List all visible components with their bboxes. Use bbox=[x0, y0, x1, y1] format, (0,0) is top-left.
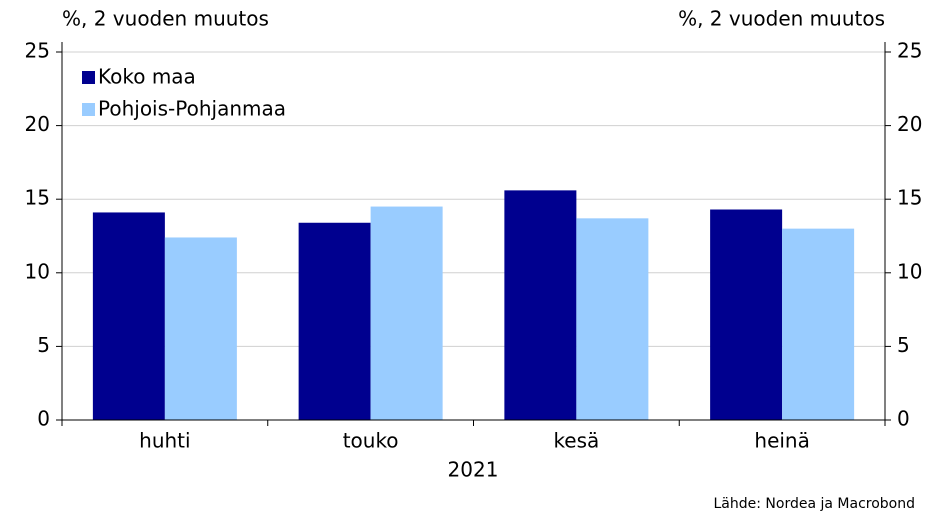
source: Lähde: Nordea ja Macrobond bbox=[714, 496, 916, 512]
x-tick-label: heinä bbox=[754, 429, 809, 453]
x-tick-label: kesä bbox=[553, 429, 599, 453]
bar bbox=[504, 190, 577, 420]
legend-label: Pohjois-Pohjanmaa bbox=[98, 97, 286, 121]
bar bbox=[298, 222, 371, 420]
bar bbox=[576, 218, 649, 420]
y-axis-label: %, 2 vuoden muutos bbox=[62, 7, 269, 31]
y-tick-label: 20 bbox=[25, 112, 50, 136]
legend-swatch bbox=[82, 71, 95, 84]
bar bbox=[164, 237, 237, 420]
legend-swatch bbox=[82, 103, 95, 116]
bar bbox=[782, 228, 855, 420]
y-tick-label: 5 bbox=[37, 333, 50, 357]
x-tick-label: huhti bbox=[139, 429, 190, 453]
x-axis-label: 2021 bbox=[448, 458, 499, 482]
y2-tick-label: 25 bbox=[897, 39, 922, 63]
y2-tick-label: 20 bbox=[897, 112, 922, 136]
y2-tick-label: 0 bbox=[897, 407, 910, 431]
y-tick-label: 0 bbox=[37, 407, 50, 431]
y2-tick-label: 10 bbox=[897, 259, 922, 283]
y2-tick-label: 15 bbox=[897, 186, 922, 210]
y2-axis-label: %, 2 vuoden muutos bbox=[678, 7, 885, 31]
bar bbox=[710, 209, 783, 420]
x-tick-label: touko bbox=[343, 429, 399, 453]
y-tick-label: 15 bbox=[25, 186, 50, 210]
legend-label: Koko maa bbox=[98, 65, 196, 89]
y2-tick-label: 5 bbox=[897, 333, 910, 357]
bar bbox=[92, 212, 165, 420]
y-tick-label: 10 bbox=[25, 259, 50, 283]
y-tick-label: 25 bbox=[25, 39, 50, 63]
bar bbox=[370, 206, 443, 420]
